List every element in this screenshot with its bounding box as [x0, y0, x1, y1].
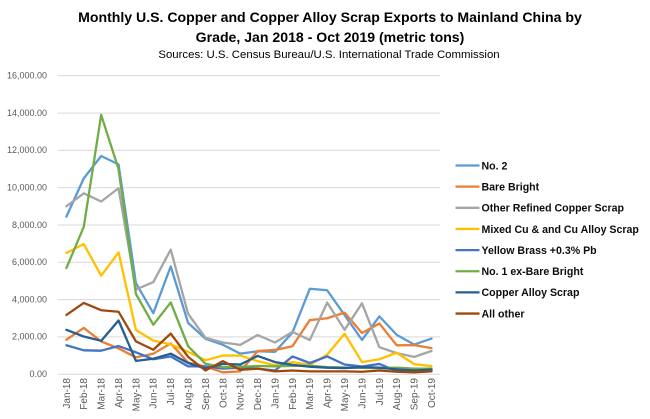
svg-text:Dec-18: Dec-18: [253, 378, 264, 411]
svg-text:Jun-19: Jun-19: [357, 378, 368, 409]
svg-text:Sep-18: Sep-18: [201, 378, 212, 411]
svg-text:Nov-18: Nov-18: [236, 378, 247, 411]
svg-text:4,000.00: 4,000.00: [12, 294, 47, 304]
svg-text:8,000.00: 8,000.00: [12, 220, 47, 230]
svg-text:10,000.00: 10,000.00: [7, 183, 47, 193]
svg-text:Jul-19: Jul-19: [375, 378, 386, 406]
svg-text:Jan-19: Jan-19: [270, 378, 281, 409]
svg-text:No. 2: No. 2: [482, 160, 508, 172]
svg-text:Aug-18: Aug-18: [184, 378, 195, 411]
svg-text:14,000.00: 14,000.00: [7, 108, 47, 118]
svg-text:Mixed Cu & and Cu Alloy Scrap: Mixed Cu & and Cu Alloy Scrap: [482, 224, 640, 236]
svg-text:No. 1 ex-Bare Bright: No. 1 ex-Bare Bright: [482, 266, 584, 278]
svg-text:Aug-19: Aug-19: [392, 378, 403, 411]
svg-text:Apr-18: Apr-18: [114, 378, 125, 408]
svg-text:Jun-18: Jun-18: [149, 378, 160, 409]
svg-text:12,000.00: 12,000.00: [7, 145, 47, 155]
svg-text:Mar-18: Mar-18: [97, 378, 108, 410]
svg-text:Oct-19: Oct-19: [427, 378, 438, 408]
svg-text:0.00: 0.00: [29, 369, 47, 379]
svg-text:16,000.00: 16,000.00: [7, 71, 47, 81]
svg-text:Feb-19: Feb-19: [288, 378, 299, 410]
svg-text:Other Refined Copper Scrap: Other Refined Copper Scrap: [482, 203, 625, 215]
svg-text:Apr-19: Apr-19: [323, 378, 334, 408]
svg-text:Jan-18: Jan-18: [62, 378, 73, 409]
svg-text:Bare Bright: Bare Bright: [482, 181, 540, 193]
svg-text:Yellow Brass +0.3% Pb: Yellow Brass +0.3% Pb: [482, 245, 598, 257]
svg-text:All other: All other: [482, 308, 525, 320]
svg-text:Feb-18: Feb-18: [79, 378, 90, 410]
svg-text:May-19: May-19: [340, 378, 351, 412]
svg-text:Oct-18: Oct-18: [218, 378, 229, 408]
svg-text:6,000.00: 6,000.00: [12, 257, 47, 267]
svg-text:Mar-19: Mar-19: [305, 378, 316, 410]
svg-text:May-18: May-18: [131, 378, 142, 412]
svg-text:Jul-18: Jul-18: [166, 378, 177, 406]
svg-text:Copper Alloy Scrap: Copper Alloy Scrap: [482, 287, 580, 299]
svg-text:Sep-19: Sep-19: [410, 378, 421, 411]
svg-text:2,000.00: 2,000.00: [12, 332, 47, 342]
